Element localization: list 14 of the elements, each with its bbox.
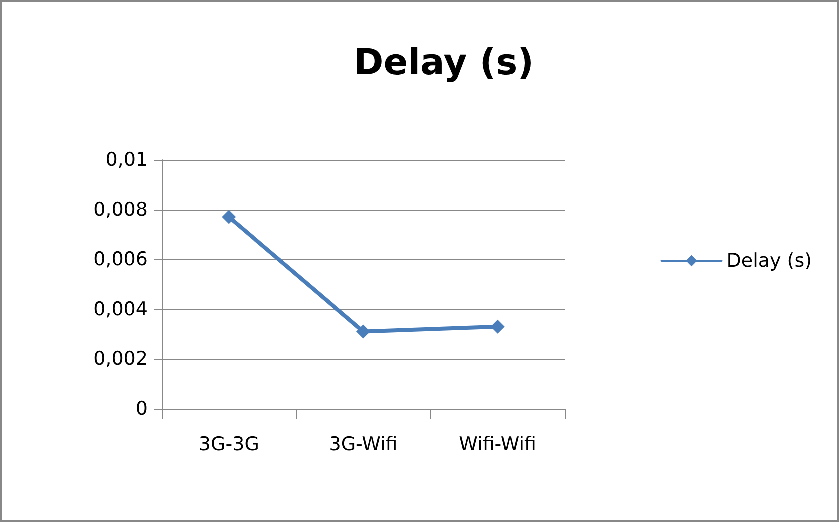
x-tick-label: 3G-3G	[198, 434, 260, 456]
y-tick-label: 0	[136, 398, 148, 420]
point	[356, 324, 370, 339]
chart-title: Delay (s)	[354, 42, 534, 84]
y-tick-label: 0,004	[94, 298, 148, 320]
x-tick-label: 3G-Wifi	[329, 434, 398, 456]
x-tick-label: Wifi-Wifi	[459, 434, 536, 456]
point	[490, 320, 505, 334]
y-tick-label: 0,006	[94, 248, 148, 271]
y-tick-label: 0,01	[106, 149, 148, 171]
legend-label: Delay (s)	[726, 250, 812, 272]
y-tick-label: 0,002	[94, 348, 148, 370]
point	[222, 210, 236, 224]
y-tick-label: 0,008	[94, 198, 148, 221]
